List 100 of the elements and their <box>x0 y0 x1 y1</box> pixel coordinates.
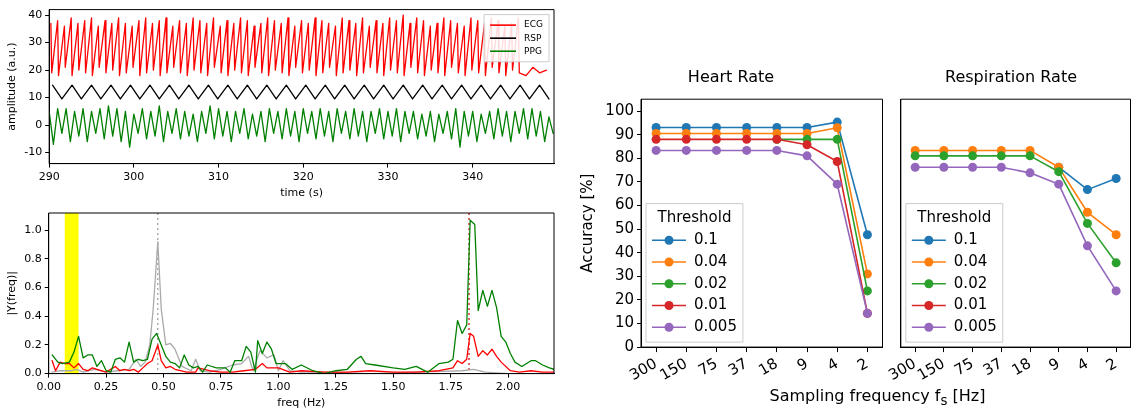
y-tick-label: 0.6 <box>24 280 42 294</box>
y-tick-label: 20 <box>614 289 634 308</box>
y-tick-label: 100 <box>605 100 634 119</box>
y-tick-label: 30 <box>28 35 43 49</box>
y-tick-label: 0.8 <box>24 251 42 265</box>
point <box>968 162 978 172</box>
point <box>1082 218 1092 228</box>
legend-label: 0.1 <box>694 230 718 249</box>
y-tick-label: 60 <box>614 195 634 214</box>
y-tick-label: 80 <box>614 148 634 167</box>
x-tick-label: 0.00 <box>36 380 61 394</box>
legend-label: 0.1 <box>953 230 978 249</box>
point <box>1082 241 1092 251</box>
point <box>802 140 812 150</box>
point <box>1082 185 1092 195</box>
point <box>832 179 842 189</box>
x-tick-label: 330 <box>377 170 399 184</box>
point <box>742 134 752 144</box>
legend-title: Threshold <box>656 208 732 227</box>
point <box>832 134 842 144</box>
x-tick-label: 340 <box>462 170 484 184</box>
x-axis-title: freq (Hz) <box>277 396 326 410</box>
legend-label: 0.04 <box>953 251 988 270</box>
x-tick-label: 1.25 <box>323 380 349 394</box>
legend-label: RSP <box>524 32 543 43</box>
x-tick-label: 0.25 <box>93 380 119 394</box>
x-tick-label: 37 <box>725 354 751 380</box>
y-tick-label: 40 <box>614 242 634 261</box>
y-axis-title: |Y(freq)| <box>5 270 19 316</box>
point <box>1025 151 1035 161</box>
chart-title: Heart Rate <box>687 66 775 86</box>
x-tick-label: 18 <box>1008 354 1034 380</box>
y-tick-label: 20 <box>28 62 43 76</box>
chart-title: Respiration Rate <box>945 66 1077 86</box>
point <box>1111 258 1121 268</box>
legend-label: 0.01 <box>953 295 988 314</box>
point <box>1111 174 1121 184</box>
x-tick-label: 1.75 <box>438 380 463 394</box>
point <box>996 151 1006 161</box>
x-axis-title: time (s) <box>280 186 323 200</box>
legend-label: ECG <box>524 19 544 30</box>
point <box>802 151 812 161</box>
y-tick-label: 90 <box>614 124 634 143</box>
y-tick-label: 70 <box>614 171 634 190</box>
point <box>862 230 872 240</box>
point <box>1025 168 1035 178</box>
point <box>772 145 782 155</box>
point <box>832 123 842 133</box>
point <box>1054 179 1064 189</box>
y-tick-label: 0.2 <box>24 337 42 351</box>
point <box>1054 167 1064 177</box>
x-tick-label: 2.00 <box>495 380 521 394</box>
point <box>1082 207 1092 217</box>
legend-title: Threshold <box>916 208 992 227</box>
x-tick-label: 2 <box>854 354 872 375</box>
x-tick-label: 75 <box>951 354 977 380</box>
x-tick-label: 9 <box>1045 354 1063 375</box>
point <box>711 145 721 155</box>
y-axis-title: amplitude (a.u.) <box>5 42 19 131</box>
x-tick-label: 75 <box>694 354 721 380</box>
x-tick-label: 320 <box>292 170 314 184</box>
y-tick-label: 0 <box>624 336 634 355</box>
legend-label: 0.04 <box>694 251 728 270</box>
x-tick-label: 150 <box>914 354 948 385</box>
point <box>968 151 978 161</box>
y-tick-label: 10 <box>28 90 43 104</box>
point <box>711 134 721 144</box>
x-axis-title: Sampling frequency f$_{s}$ [Hz] <box>768 386 987 409</box>
x-tick-label: 290 <box>38 170 60 184</box>
y-tick-label: 30 <box>614 266 634 285</box>
x-tick-label: 300 <box>123 170 145 184</box>
y-tick-label: 1.0 <box>24 223 42 237</box>
legend-label: 0.005 <box>953 317 997 336</box>
x-tick-label: 2 <box>1102 354 1121 375</box>
legend-label: 0.005 <box>694 317 737 336</box>
y-tick-label: 40 <box>28 7 43 21</box>
point <box>939 162 949 172</box>
x-tick-label: 0.50 <box>151 380 176 394</box>
x-tick-label: 0.75 <box>208 380 234 394</box>
point <box>1111 286 1121 296</box>
point <box>681 134 691 144</box>
y-tick-label: 0 <box>35 117 43 131</box>
point <box>910 162 920 172</box>
point <box>1111 230 1121 240</box>
y-tick-label: 0.4 <box>24 309 42 323</box>
legend-label: 0.02 <box>953 273 988 292</box>
x-tick-label: 310 <box>208 170 230 184</box>
x-tick-label: 37 <box>979 354 1006 380</box>
x-tick-label: 18 <box>755 354 781 380</box>
legend-label: 0.02 <box>694 273 728 292</box>
y-tick-label: 10 <box>614 313 634 332</box>
x-tick-label: 1.50 <box>380 380 406 394</box>
y-tick-label: 0.0 <box>24 366 42 380</box>
y-axis-title: Accuracy [%] <box>577 173 596 273</box>
x-tick-label: 4 <box>823 354 842 375</box>
point <box>939 151 949 161</box>
y-tick-label: 50 <box>614 218 634 237</box>
legend-label: 0.01 <box>694 295 728 314</box>
point <box>910 151 920 161</box>
y-tick-label: -10 <box>24 145 43 159</box>
